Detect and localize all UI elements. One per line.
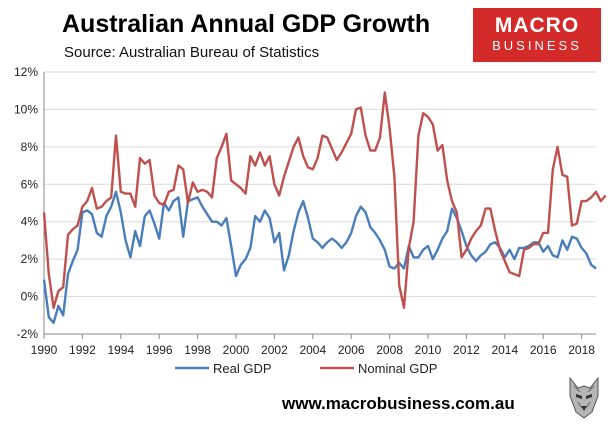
series-line-real-gdp xyxy=(42,190,597,324)
x-tick-label: 1992 xyxy=(69,343,96,357)
x-tick-label: 1996 xyxy=(146,343,173,357)
x-tick-label: 2012 xyxy=(453,343,480,357)
chart-source: Source: Australian Bureau of Statistics xyxy=(64,44,320,61)
chart-title: Australian Annual GDP Growth xyxy=(62,10,431,38)
y-tick-label: 6% xyxy=(21,177,39,191)
y-tick-label: -2% xyxy=(17,327,39,341)
y-tick-label: 4% xyxy=(21,215,39,229)
x-tick-label: 2008 xyxy=(376,343,403,357)
y-tick-label: 0% xyxy=(21,290,39,304)
website-url: www.macrobusiness.com.au xyxy=(282,394,515,413)
x-tick-label: 2016 xyxy=(530,343,557,357)
x-tick-label: 2002 xyxy=(261,343,288,357)
y-tick-label: 12% xyxy=(14,65,38,79)
y-tick-label: 10% xyxy=(14,102,38,116)
x-tick-label: 1998 xyxy=(184,343,211,357)
series-line-nominal-gdp xyxy=(42,91,607,309)
y-tick-label: 8% xyxy=(21,140,39,154)
y-tick-label: 2% xyxy=(21,252,39,266)
logo-line-2: BUSINESS xyxy=(492,38,582,53)
x-tick-label: 1990 xyxy=(31,343,58,357)
wolf-logo-icon xyxy=(569,376,599,419)
x-tick-label: 2004 xyxy=(299,343,326,357)
x-tick-label: 2014 xyxy=(491,343,518,357)
x-tick-label: 2018 xyxy=(568,343,595,357)
legend-real-gdp-label: Real GDP xyxy=(213,361,272,376)
macrobusiness-logo: MACRO BUSINESS xyxy=(473,8,601,62)
x-tick-label: 2000 xyxy=(223,343,250,357)
x-tick-label: 1994 xyxy=(107,343,134,357)
logo-line-1: MACRO xyxy=(494,14,580,37)
x-tick-label: 2010 xyxy=(415,343,442,357)
chart-legend: Real GDP Nominal GDP xyxy=(175,361,437,376)
legend-nominal-gdp-label: Nominal GDP xyxy=(358,361,437,376)
x-tick-label: 2006 xyxy=(338,343,365,357)
